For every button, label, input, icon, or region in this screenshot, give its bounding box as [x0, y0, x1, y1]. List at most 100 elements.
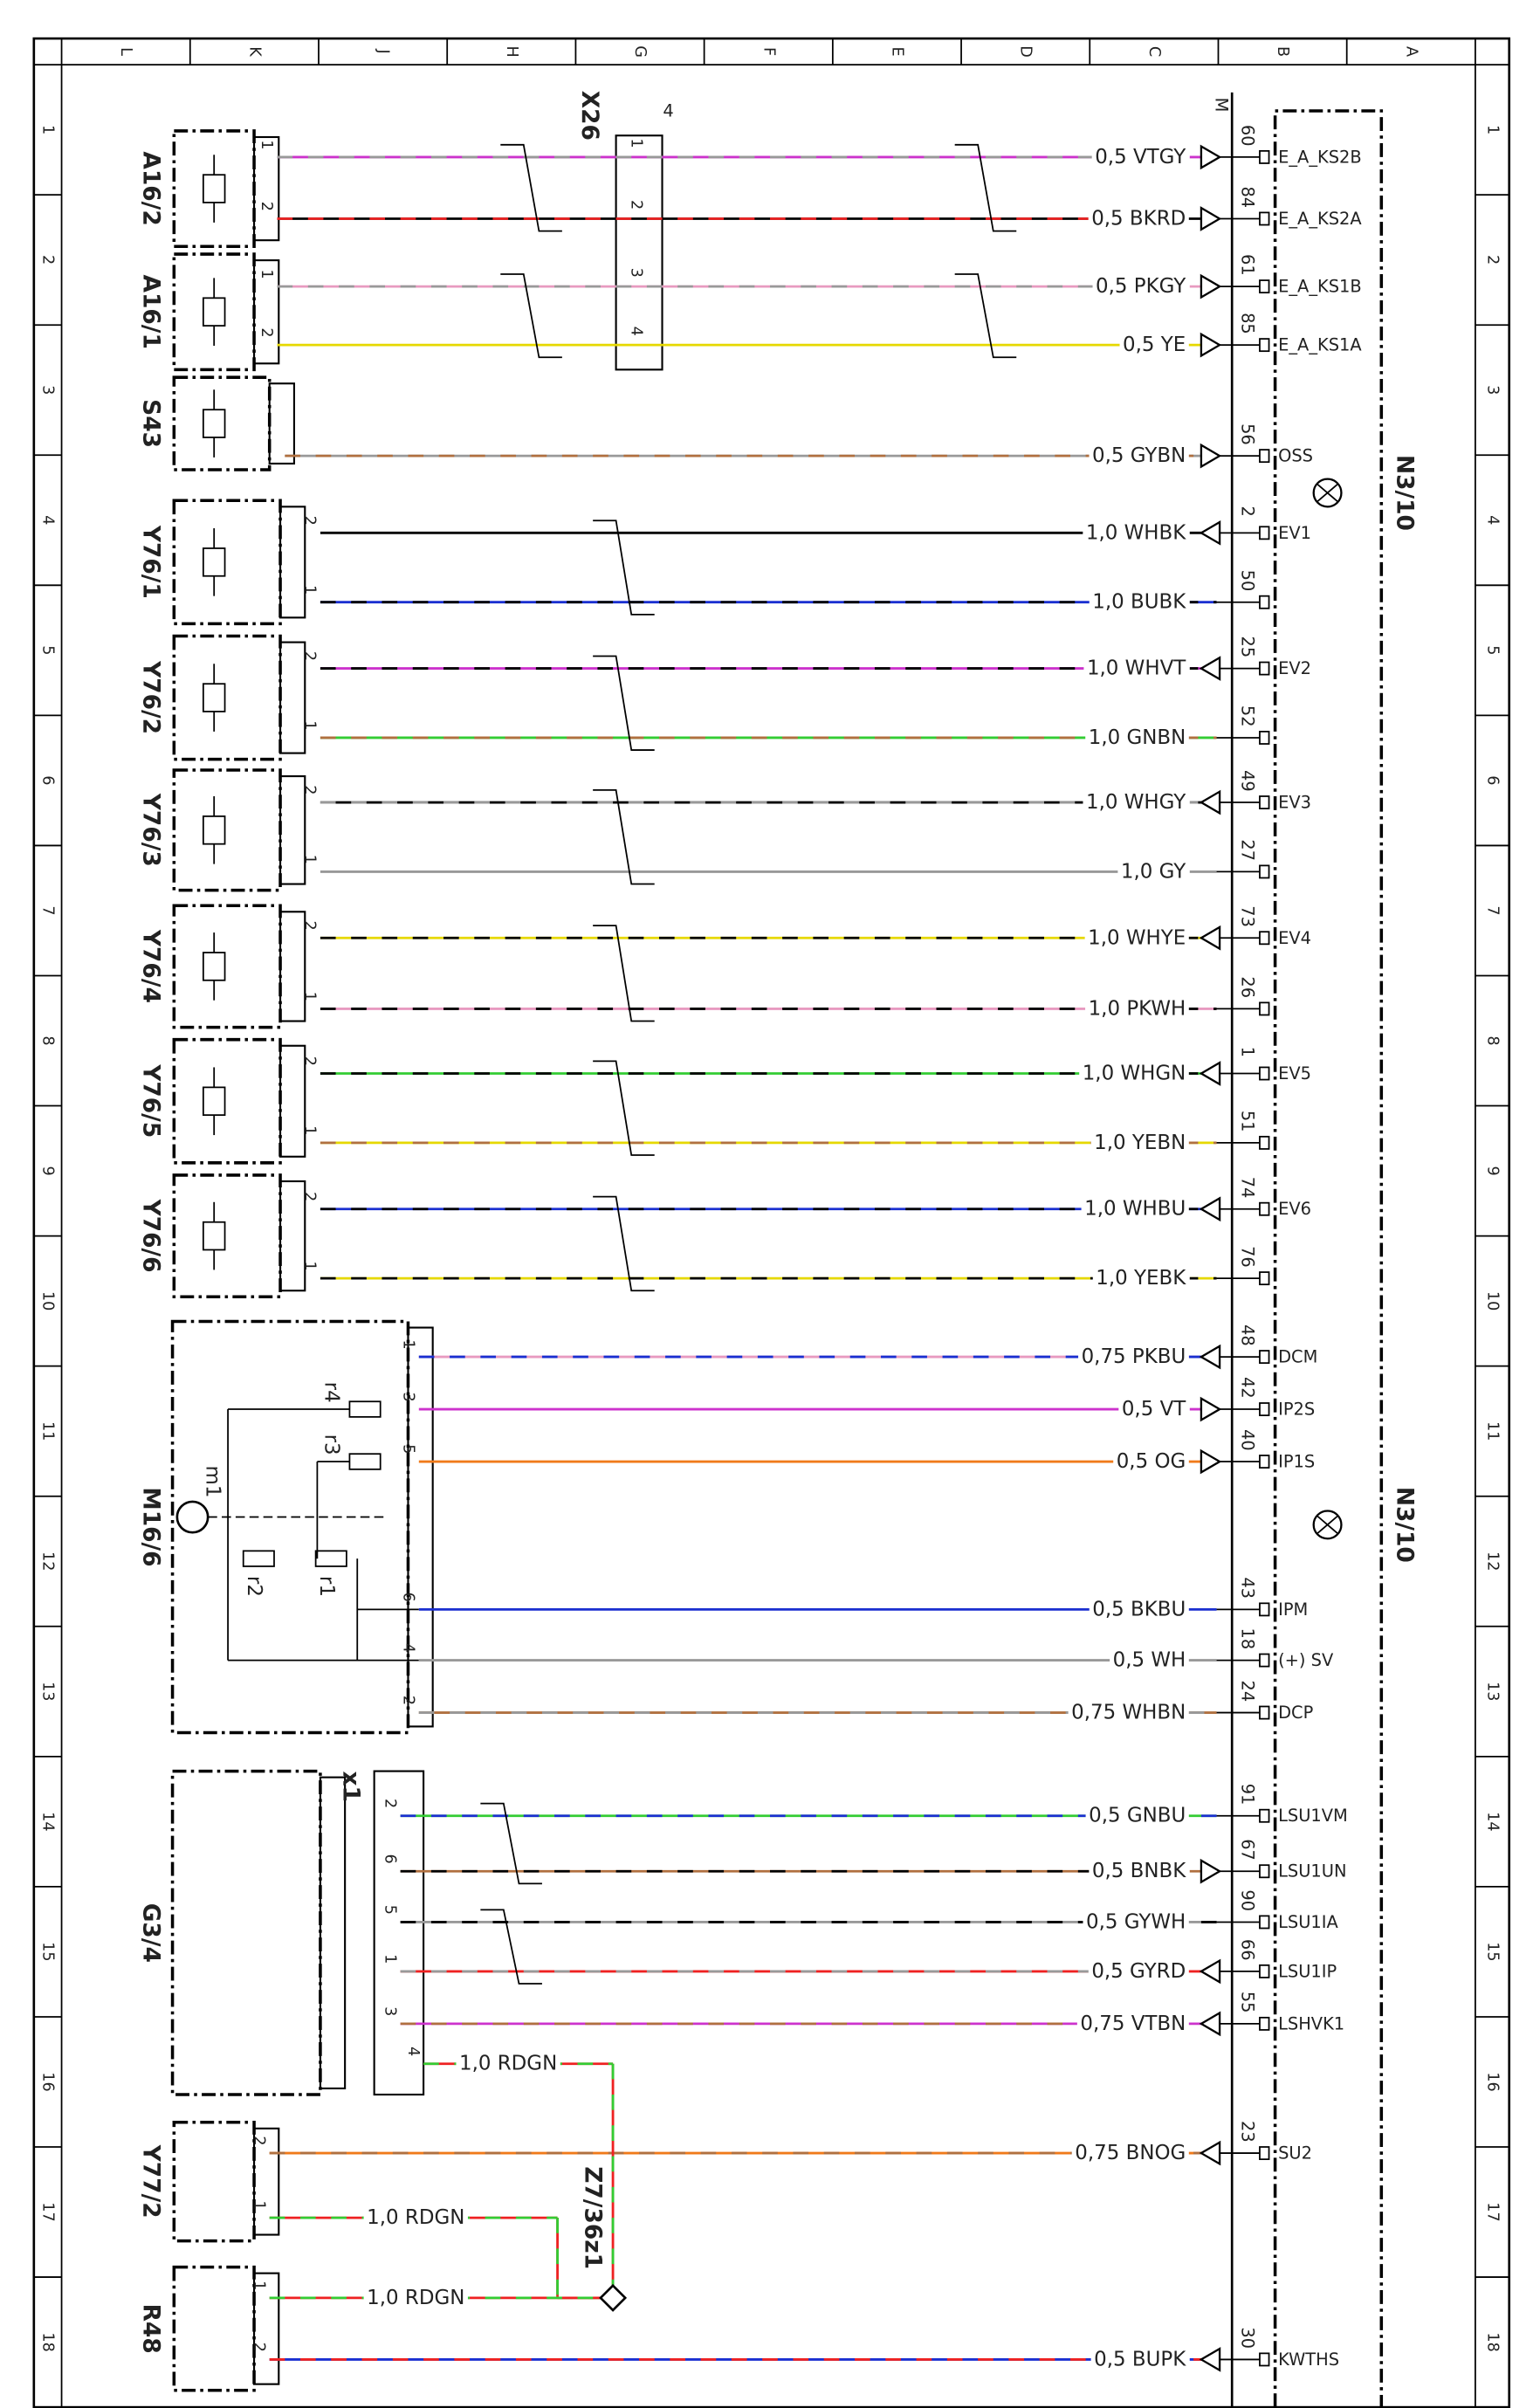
signal-label: LSU1VM — [1278, 1806, 1348, 1826]
wire-label: 1,0 RDGN — [367, 2287, 464, 2309]
pin-housing — [253, 2127, 280, 2236]
pin-housing — [278, 774, 306, 885]
wire-label: 1,0 YEBN — [1094, 1132, 1186, 1154]
wire-label: 0,5 VT — [1122, 1398, 1186, 1421]
row-label: 12 — [39, 1551, 57, 1571]
resistor — [348, 1453, 382, 1470]
label-bg — [1110, 1648, 1189, 1672]
component-pin: 2 — [301, 785, 319, 795]
row-label: 5 — [39, 645, 57, 655]
component-pin: 3 — [381, 2006, 398, 2016]
pin-stub — [1259, 1455, 1270, 1469]
pin-stub — [1259, 2352, 1270, 2367]
label-bg — [1117, 860, 1190, 884]
label-bg — [1071, 2142, 1189, 2165]
wire-label: 1,0 WHBU — [1084, 1198, 1186, 1221]
column-label: B — [1274, 46, 1291, 57]
connector-label: x1 — [338, 1772, 365, 1802]
label-bg — [456, 2052, 560, 2075]
row-label: 11 — [1483, 1421, 1501, 1441]
unit-label: N3/10 — [1391, 455, 1418, 531]
wire-label: 1,0 PKWH — [1089, 997, 1186, 1020]
pin-stub — [1259, 931, 1270, 946]
component-box — [172, 1173, 282, 1299]
signal-label: EV6 — [1278, 1199, 1311, 1219]
pin-number: 42 — [1237, 1377, 1257, 1399]
column-label: E — [888, 47, 905, 57]
row-label: 17 — [39, 2202, 57, 2221]
break-mark — [480, 1802, 542, 1885]
arrow — [1199, 1061, 1221, 1086]
arrow — [1199, 1196, 1221, 1222]
signal-label: (+) SV — [1278, 1650, 1334, 1670]
resistor — [242, 1550, 275, 1567]
row-label: 17 — [1483, 2202, 1501, 2221]
wire-label: 1,0 WHBK — [1086, 521, 1186, 544]
pin-number: 51 — [1237, 1111, 1257, 1132]
row-label: 15 — [39, 1942, 57, 1961]
pin-stub — [1259, 338, 1270, 353]
row-label: 7 — [39, 905, 57, 915]
pin-number: 23 — [1237, 2121, 1257, 2143]
label-bg — [1089, 1598, 1189, 1621]
symbol — [202, 952, 226, 981]
arrow — [1199, 789, 1221, 815]
row-label: 3 — [39, 385, 57, 395]
symbol — [202, 174, 226, 203]
wire-label: 1,0 YEBK — [1096, 1267, 1186, 1290]
unit-label: N3/10 — [1391, 1487, 1418, 1563]
arrow — [1199, 925, 1221, 951]
component-box — [172, 499, 282, 626]
pin-number: 43 — [1237, 1577, 1257, 1599]
pin-stub — [1259, 2146, 1270, 2160]
symbol — [202, 409, 226, 438]
wire-label: 0,5 YE — [1123, 334, 1186, 356]
signal-label: LSHVK1 — [1278, 2013, 1344, 2033]
break-mark — [954, 143, 1017, 232]
pin-number: 24 — [1237, 1681, 1257, 1703]
signal-label: E_A_KS2A — [1278, 209, 1362, 229]
pin-housing — [253, 2272, 280, 2385]
break-mark — [593, 789, 655, 885]
pin-number: 49 — [1237, 770, 1257, 792]
component-pin: 2 — [258, 202, 275, 211]
row-label: 6 — [1483, 775, 1501, 785]
control-unit-box — [1273, 109, 1384, 2408]
component-label: Y76/5 — [137, 1063, 164, 1138]
signal-label: IP2S — [1278, 1400, 1315, 1420]
part-label: r2 — [243, 1576, 265, 1597]
row-label: 3 — [1483, 385, 1501, 395]
pin-stub — [1259, 864, 1270, 879]
component-pin: 6 — [381, 1854, 398, 1864]
arrow — [1199, 1958, 1221, 1985]
wire-label: 0,5 BNBK — [1092, 1860, 1186, 1882]
signal-label: LSU1UN — [1278, 1861, 1346, 1882]
label-bg — [1089, 444, 1189, 468]
signal-label: DCM — [1278, 1347, 1317, 1367]
component-label: S43 — [137, 399, 164, 448]
row-label: 13 — [39, 1682, 57, 1701]
signal-label: EV5 — [1278, 1063, 1311, 1084]
component-pin: 2 — [258, 327, 275, 337]
column-label: F — [760, 47, 777, 56]
component-pin: 4 — [399, 1643, 416, 1653]
component-pin: 1 — [258, 269, 275, 279]
row-label: 16 — [39, 2072, 57, 2091]
component-box — [170, 1769, 322, 2096]
arrow — [1200, 206, 1222, 231]
break-mark — [593, 1060, 655, 1156]
label-bg — [363, 2206, 468, 2230]
wire-label: 0,5 VTGY — [1095, 146, 1186, 169]
frame — [32, 37, 1511, 2408]
component-box — [172, 252, 256, 372]
component-box — [172, 375, 272, 471]
row-label: 1 — [39, 125, 57, 134]
signal-label: SU2 — [1278, 2143, 1312, 2164]
part-label: m1 — [201, 1465, 223, 1497]
signal-label: LSU1IA — [1278, 1912, 1338, 1932]
pin-stub — [1259, 1705, 1270, 1720]
signal-label: IP1S — [1278, 1452, 1315, 1472]
label-bg — [1090, 2348, 1190, 2371]
pin-number: 76 — [1237, 1246, 1257, 1268]
